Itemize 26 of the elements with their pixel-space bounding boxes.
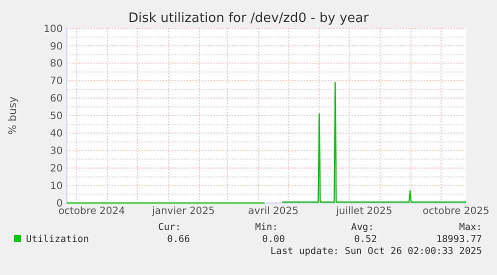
- text: 0.66: [167, 234, 190, 245]
- y-tick-label: 70: [50, 76, 63, 88]
- text: Last update: Sun Oct 26 02:00:33 2025: [270, 246, 482, 257]
- text: Avg:: [351, 222, 374, 233]
- text: Min:: [255, 222, 278, 233]
- text: 18993.77: [436, 234, 482, 245]
- chart-title: Disk utilization for /dev/zd0 - by year: [128, 11, 370, 26]
- x-tick-label: janvier 2025: [151, 206, 215, 217]
- y-tick-label: 10: [50, 181, 63, 192]
- y-tick-label: 50: [50, 111, 63, 122]
- text: 0.00: [262, 234, 286, 245]
- text: Cur:: [158, 222, 181, 233]
- y-tick-label: 60: [50, 94, 63, 105]
- y-tick-label: 90: [50, 41, 63, 52]
- y-tick-label: 80: [50, 58, 63, 70]
- legend-label: Utilization: [26, 234, 89, 245]
- text: 0.52: [354, 234, 377, 245]
- y-tick-label: 40: [50, 128, 63, 140]
- text: Max:: [459, 222, 482, 233]
- x-tick-label: juillet 2025: [335, 206, 392, 217]
- x-tick-label: avril 2025: [248, 206, 299, 217]
- x-tick-label: octobre 2025: [422, 206, 490, 217]
- y-tick-label: 30: [50, 146, 63, 158]
- y-tick-label: 20: [50, 164, 63, 175]
- y-tick-label: 100: [44, 24, 63, 35]
- y-axis-title: % busy: [7, 96, 19, 135]
